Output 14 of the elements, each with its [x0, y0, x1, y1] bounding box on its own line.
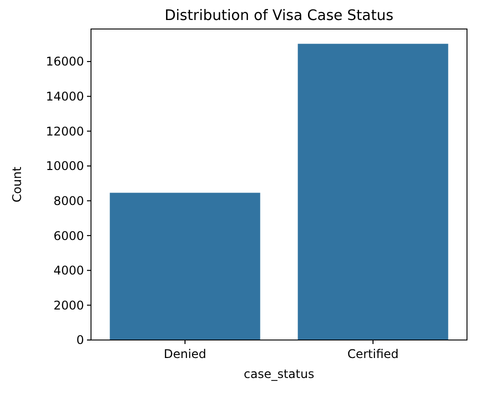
y-tick-label: 8000 — [53, 194, 84, 208]
y-tick-label: 10000 — [46, 159, 84, 174]
x-tick-label: Certified — [347, 347, 399, 361]
y-tick-label: 4000 — [53, 264, 84, 278]
y-tick-label: 0 — [76, 333, 84, 348]
y-axis-title: Count — [10, 166, 24, 202]
y-tick-label: 2000 — [53, 298, 84, 312]
chart-title: Distribution of Visa Case Status — [164, 8, 394, 24]
y-tick-label: 14000 — [46, 90, 84, 104]
y-tick-label: 16000 — [46, 54, 84, 69]
x-tick-label: Denied — [164, 347, 206, 361]
x-axis-title: case_status — [244, 367, 314, 381]
y-tick-label: 6000 — [53, 228, 84, 243]
y-tick-label: 12000 — [46, 124, 84, 138]
